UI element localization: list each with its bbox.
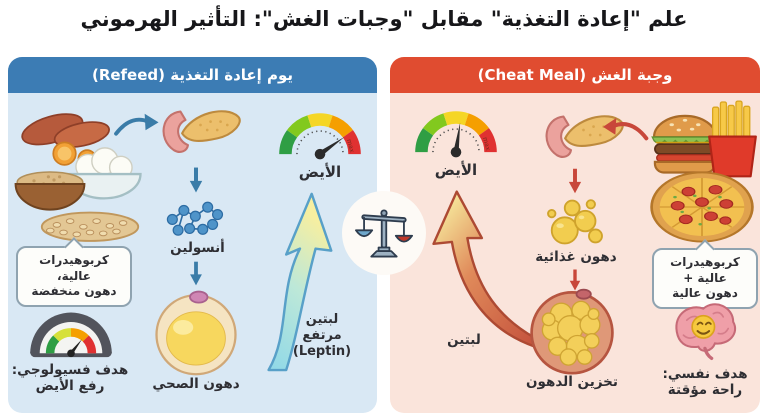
refeed-metabolism-label: الأيض [298,163,342,181]
refeed-note-line2: دهون منخفضة [31,284,117,299]
refeed-metabolism-gauge-icon: max [272,104,368,161]
cheat-metabolism-gauge-icon: max [408,102,504,159]
refeed-panel-header: يوم إعادة التغذية (Refeed) [8,57,377,93]
refeed-leptin-label: لبتين مرتفع (Leptin) [276,312,368,360]
cheat-goal-line1: هدف نفسي: [662,366,748,382]
cheat-food-note: كربوهيدرات عالية + دهون عالية [652,248,758,309]
cheat-food-to-pancreas-arrow-icon [603,116,649,143]
insulin-molecule-icon [156,194,238,240]
refeed-note-line1: كربوهيدرات عالية، [39,253,109,283]
cheat-goal-label: هدف نفسي: راحة مؤقتة [650,366,760,399]
leptin-curved-arrow-icon [420,184,536,352]
fat-droplets-icon [540,195,610,249]
fat-storage-cell-icon [526,287,618,375]
rice-bowl-icon [60,146,148,204]
oats-bowl-icon [10,160,90,216]
refeed-goal-line1: هدف فسيولوجي: [11,362,129,378]
page-title: علم "إعادة التغذية" مقابل "وجبات الغش": … [80,7,688,31]
healthy-fat-cell-icon [150,287,242,377]
refeed-down-arrow-1-icon [188,165,204,195]
refeed-down-arrow-2-icon [188,260,204,287]
cheat-down-arrow-1-icon [567,167,583,195]
healthy-fat-label: دهون الصحي [152,376,240,392]
gauge-max-label: max [481,136,491,151]
cheat-panel-header: وجبة الغش (Cheat Meal) [390,57,760,93]
fries-icon [704,100,761,180]
cheat-metabolism-label: الأيض [434,161,478,179]
refeed-food-note: كربوهيدرات عالية، دهون منخفضة [16,246,132,307]
cheat-note-line2: دهون عالية [672,286,738,301]
refeed-leptin-line1: لبتين [305,312,339,327]
goal-gauge-icon [28,304,114,359]
insulin-label: أنسولين [170,240,225,256]
fat-storage-label: تخزين الدهون [526,374,618,390]
dietary-fat-label: دهون غذائية [535,249,617,265]
gauge-max-label: max [345,138,355,153]
cheat-down-arrow-2-icon [567,268,583,292]
big-up-arrow-icon [247,186,345,372]
refeed-leptin-line2: مرتفع (Leptin) [292,327,352,359]
oats-pile-icon [38,200,142,246]
pizza-icon [648,170,756,244]
refeed-goal-line2: رفع الأيض [35,378,105,395]
balance-scale-icon [355,204,413,262]
cheat-goal-line2: راحة مؤقتة [667,382,743,399]
cheat-leptin-label: لبتين [447,332,481,348]
brain-smiley-icon [663,297,747,365]
pancreas-icon [152,99,244,161]
cheat-note-line1: كربوهيدرات عالية + [670,255,740,285]
balance-badge [342,191,426,275]
refeed-goal-label: هدف فسيولوجي: رفع الأيض [6,362,134,395]
refeed-food-to-pancreas-arrow-icon [112,112,160,138]
